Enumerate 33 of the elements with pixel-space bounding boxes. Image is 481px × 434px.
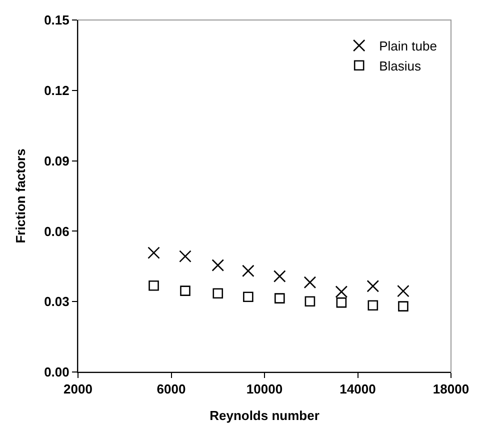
y-tick-label: 0.12 [44, 82, 70, 98]
y-tick-label: 0.09 [44, 153, 70, 168]
x-tick-label: 10000 [246, 382, 283, 397]
point [368, 300, 378, 310]
y-axis-title: Friction factors [13, 148, 28, 244]
point [148, 280, 159, 291]
y-tick-label: 0.00 [44, 364, 70, 380]
x-tick-label: 14000 [340, 382, 376, 397]
point [335, 286, 348, 298]
point [148, 246, 160, 259]
point [242, 264, 254, 278]
point [243, 292, 254, 302]
point [304, 276, 316, 289]
point [274, 293, 285, 304]
point [180, 286, 190, 296]
y-tick-label: 0.03 [44, 294, 70, 310]
point [179, 250, 192, 262]
legend-label: Blasius [379, 58, 422, 74]
x-axis-title: Reynolds number [210, 408, 320, 424]
point [398, 301, 408, 312]
point [336, 297, 347, 308]
point [397, 284, 410, 298]
y-tick-label: 0.15 [44, 12, 70, 28]
y-tick-label: 0.06 [44, 224, 70, 239]
point [212, 288, 224, 299]
point [366, 280, 380, 292]
point [304, 296, 316, 307]
x-tick-label: 18000 [432, 382, 470, 397]
x-tick-label: 6000 [156, 382, 186, 397]
x-tick-label: 2000 [64, 382, 92, 397]
point [274, 270, 286, 282]
point [212, 259, 224, 272]
legend-label: Plain tube [379, 38, 437, 54]
